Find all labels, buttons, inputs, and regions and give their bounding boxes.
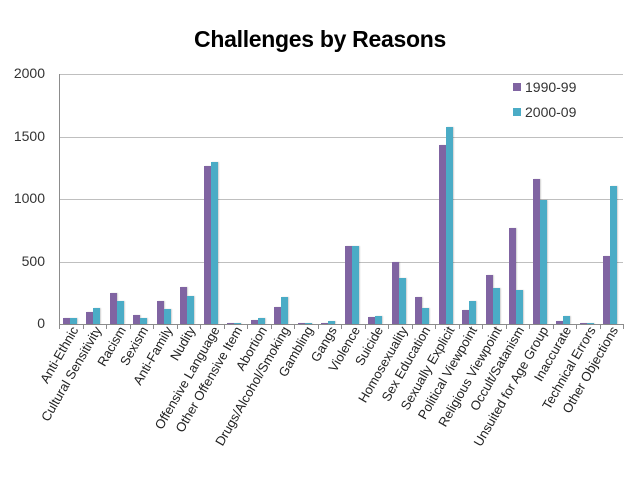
bar-2000-09 bbox=[70, 318, 77, 324]
bar-2000-09 bbox=[93, 308, 100, 324]
bar-1990-99 bbox=[345, 246, 352, 324]
legend-label: 1990-99 bbox=[525, 78, 577, 95]
bar-2000-09 bbox=[375, 316, 382, 324]
bar-2000-09 bbox=[422, 308, 429, 324]
bar-1990-99 bbox=[63, 318, 70, 324]
bar-2000-09 bbox=[516, 290, 523, 324]
bar-2000-09 bbox=[610, 186, 617, 324]
x-tick bbox=[318, 324, 319, 329]
x-tick bbox=[459, 324, 460, 329]
bar-1990-99 bbox=[298, 323, 305, 324]
legend-swatch-1990-99 bbox=[513, 82, 521, 91]
bar-1990-99 bbox=[603, 256, 610, 324]
x-tick bbox=[600, 324, 601, 329]
bar-1990-99 bbox=[486, 275, 493, 324]
y-tick-label: 1500 bbox=[13, 128, 45, 144]
bar-1990-99 bbox=[227, 323, 234, 324]
x-tick bbox=[341, 324, 342, 329]
x-tick bbox=[271, 324, 272, 329]
bar-2000-09 bbox=[540, 200, 547, 324]
bar-1990-99 bbox=[204, 166, 211, 324]
y-tick-label: 2000 bbox=[13, 65, 45, 81]
bar-2000-09 bbox=[587, 323, 594, 324]
bar-1990-99 bbox=[133, 315, 140, 324]
gridline bbox=[59, 74, 623, 75]
gridline bbox=[59, 199, 623, 200]
legend: 1990-99 2000-09 bbox=[513, 74, 576, 124]
bar-2000-09 bbox=[140, 318, 147, 324]
bar-2000-09 bbox=[399, 278, 406, 324]
x-tick bbox=[200, 324, 201, 329]
y-tick-label: 1000 bbox=[13, 190, 45, 206]
x-tick bbox=[506, 324, 507, 329]
bar-1990-99 bbox=[580, 323, 587, 324]
x-tick bbox=[365, 324, 366, 329]
bar-1990-99 bbox=[415, 297, 422, 324]
x-tick bbox=[623, 324, 624, 329]
bar-1990-99 bbox=[251, 320, 258, 324]
bar-1990-99 bbox=[274, 307, 281, 324]
bar-2000-09 bbox=[563, 316, 570, 324]
bar-1990-99 bbox=[110, 293, 117, 324]
x-tick bbox=[177, 324, 178, 329]
bar-2000-09 bbox=[164, 309, 171, 324]
bar-2000-09 bbox=[187, 296, 194, 324]
bar-1990-99 bbox=[462, 310, 469, 324]
bar-2000-09 bbox=[352, 246, 359, 324]
x-tick bbox=[59, 324, 60, 329]
y-tick-label: 0 bbox=[37, 315, 45, 331]
legend-label: 2000-09 bbox=[525, 103, 577, 120]
bar-2000-09 bbox=[234, 323, 241, 324]
x-tick bbox=[224, 324, 225, 329]
x-tick bbox=[529, 324, 530, 329]
bar-2000-09 bbox=[446, 127, 453, 324]
bar-2000-09 bbox=[211, 162, 218, 324]
bar-1990-99 bbox=[509, 228, 516, 324]
bar-1990-99 bbox=[556, 321, 563, 324]
bar-1990-99 bbox=[86, 312, 93, 324]
bar-1990-99 bbox=[180, 287, 187, 324]
bar-2000-09 bbox=[258, 318, 265, 324]
bar-2000-09 bbox=[469, 301, 476, 324]
bar-1990-99 bbox=[321, 323, 328, 324]
bar-2000-09 bbox=[305, 323, 312, 324]
bar-2000-09 bbox=[117, 301, 124, 324]
x-tick bbox=[247, 324, 248, 329]
x-tick bbox=[412, 324, 413, 329]
bar-1990-99 bbox=[439, 145, 446, 324]
bar-2000-09 bbox=[328, 321, 335, 324]
x-tick bbox=[106, 324, 107, 329]
legend-item-1990-99: 1990-99 bbox=[513, 74, 576, 99]
legend-item-2000-09: 2000-09 bbox=[513, 99, 576, 124]
x-tick bbox=[294, 324, 295, 329]
bar-2000-09 bbox=[281, 297, 288, 324]
chart-title: Challenges by Reasons bbox=[194, 26, 446, 52]
bar-1990-99 bbox=[392, 262, 399, 324]
bar-1990-99 bbox=[157, 301, 164, 324]
bar-2000-09 bbox=[493, 288, 500, 324]
x-tick bbox=[553, 324, 554, 329]
y-tick-label: 500 bbox=[21, 253, 45, 269]
x-tick bbox=[153, 324, 154, 329]
bar-1990-99 bbox=[533, 179, 540, 324]
gridline bbox=[59, 137, 623, 138]
y-axis bbox=[59, 74, 60, 325]
x-tick bbox=[576, 324, 577, 329]
x-tick bbox=[83, 324, 84, 329]
x-tick bbox=[388, 324, 389, 329]
gridline bbox=[59, 262, 623, 263]
x-tick bbox=[435, 324, 436, 329]
legend-swatch-2000-09 bbox=[513, 107, 521, 116]
x-tick bbox=[482, 324, 483, 329]
x-tick bbox=[130, 324, 131, 329]
bar-1990-99 bbox=[368, 317, 375, 324]
